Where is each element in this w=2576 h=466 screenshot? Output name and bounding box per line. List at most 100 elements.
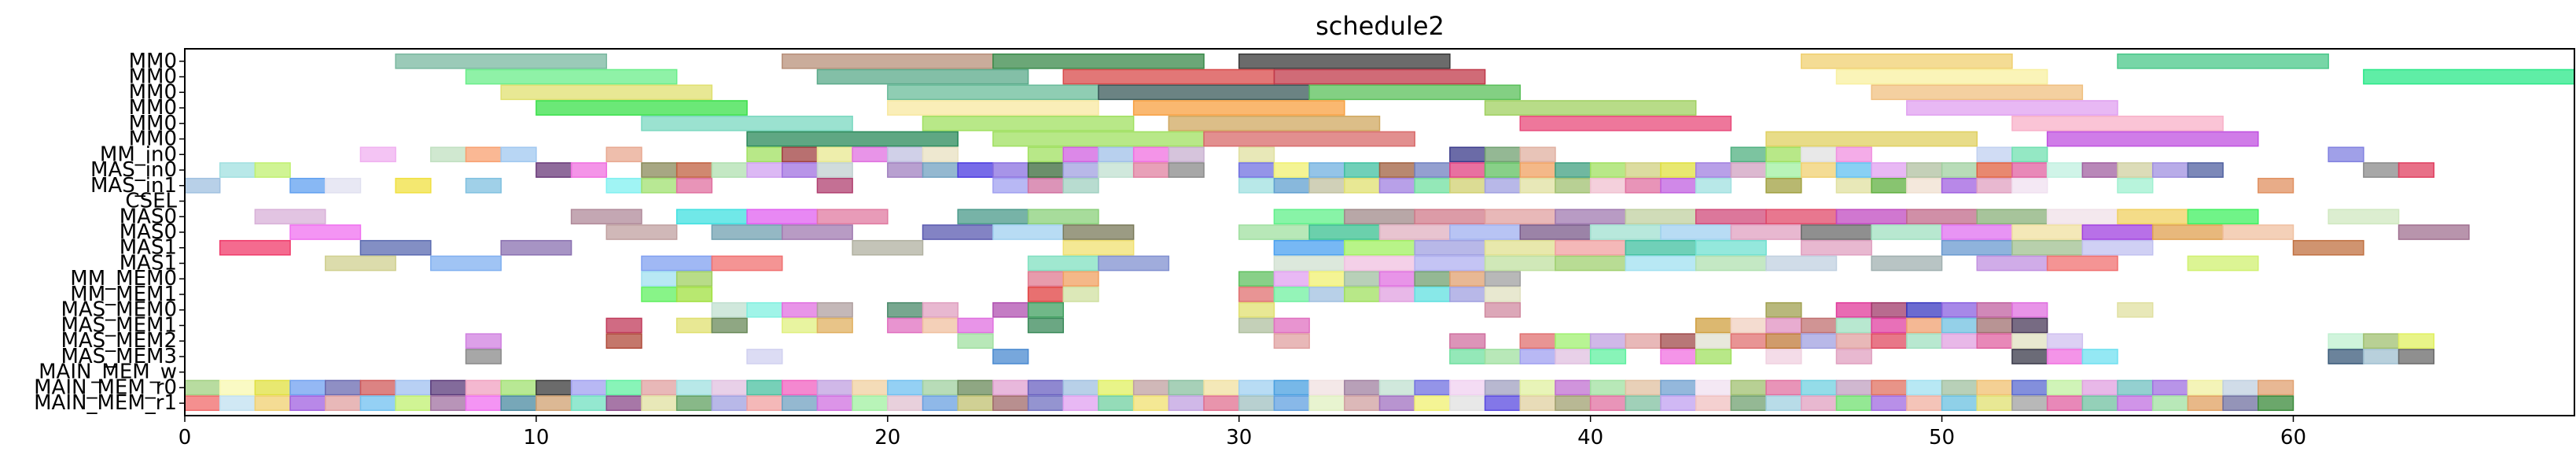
task-bar	[887, 317, 924, 334]
task-bar	[1589, 333, 1627, 350]
task-bar	[1027, 271, 1065, 287]
task-bar	[1730, 395, 1767, 412]
task-bar	[1484, 301, 1522, 318]
task-bar	[1273, 177, 1310, 194]
task-bar	[1449, 224, 1522, 240]
task-bar	[992, 395, 1029, 412]
task-bar	[887, 84, 1099, 101]
task-bar	[1519, 177, 1556, 194]
task-bar	[957, 379, 994, 396]
task-bar	[1730, 379, 1767, 396]
task-bar	[1976, 379, 2013, 396]
task-bar	[1906, 317, 1943, 334]
task-bar	[1941, 395, 1978, 412]
task-bar	[816, 379, 853, 396]
task-bar	[2117, 395, 2154, 412]
task-bar	[957, 317, 994, 334]
task-bar	[2187, 395, 2224, 412]
task-bar	[1062, 271, 1099, 287]
task-bar	[1062, 379, 1099, 396]
x-tick-label: 50	[1929, 426, 1955, 449]
task-bar	[2363, 162, 2400, 178]
task-bar	[2117, 177, 2154, 194]
task-bar	[2363, 333, 2400, 350]
task-bar	[2187, 209, 2259, 225]
task-bar	[1414, 177, 1451, 194]
task-bar	[1414, 379, 1451, 396]
task-bar	[992, 301, 1029, 318]
task-bar	[1555, 379, 1592, 396]
y-tick-label: MAS_in1	[90, 174, 177, 198]
task-bar	[2398, 224, 2470, 240]
task-bar	[1484, 239, 1556, 256]
task-bar	[1589, 395, 1627, 412]
task-bar	[1238, 177, 1275, 194]
task-bar	[1660, 349, 1697, 364]
task-bar	[1344, 209, 1415, 225]
task-bar	[2081, 239, 2154, 256]
task-bar	[1765, 177, 1802, 194]
task-bar	[1906, 162, 1943, 178]
task-bar	[1449, 162, 1486, 178]
task-bar	[1625, 177, 1662, 194]
task-bar	[675, 177, 713, 194]
task-bar	[1414, 255, 1486, 272]
task-bar	[1484, 287, 1522, 302]
task-bar	[1625, 162, 1662, 178]
task-bar	[1660, 162, 1697, 178]
task-bar	[1062, 287, 1099, 302]
task-bar	[922, 162, 959, 178]
task-bar	[1414, 209, 1486, 225]
y-tick-label: MAS1	[120, 251, 177, 275]
task-bar	[1308, 287, 1345, 302]
task-bar	[1027, 301, 1065, 318]
task-bar	[1062, 395, 1099, 412]
task-bar	[2363, 349, 2400, 364]
task-bar	[992, 162, 1029, 178]
task-bar	[1449, 287, 1486, 302]
task-bar	[1871, 224, 1943, 240]
task-bar	[1660, 379, 1697, 396]
task-bar	[1062, 177, 1099, 194]
task-bar	[1660, 333, 1697, 350]
task-bar	[992, 177, 1029, 194]
task-bar	[1449, 379, 1486, 396]
task-bar	[1801, 162, 1838, 178]
task-bar	[2398, 333, 2434, 350]
y-tick-label: MAS0	[120, 205, 177, 228]
task-bar	[500, 379, 537, 396]
task-bar	[641, 379, 678, 396]
task-bar	[1027, 209, 1099, 225]
task-bar	[782, 162, 819, 178]
task-bar	[325, 177, 362, 194]
task-bar	[1835, 162, 1872, 178]
task-bar	[1589, 224, 1662, 240]
task-bar	[1625, 395, 1662, 412]
task-bar	[957, 395, 994, 412]
task-bar	[2046, 131, 2259, 147]
task-bar	[219, 239, 291, 256]
task-bar	[711, 379, 748, 396]
task-bar	[1730, 224, 1802, 240]
task-bar	[2398, 349, 2434, 364]
task-bar	[465, 146, 502, 163]
task-bar	[1062, 68, 1275, 85]
task-bar	[430, 395, 467, 412]
task-bar	[782, 395, 819, 412]
task-bar	[2011, 317, 2048, 334]
task-bar	[1519, 115, 1732, 131]
task-bar	[1871, 162, 1908, 178]
task-bar	[1273, 379, 1310, 396]
x-tick-label: 20	[874, 426, 900, 449]
task-bar	[1378, 224, 1451, 240]
task-bar	[746, 379, 783, 396]
task-bar	[1519, 146, 1556, 163]
task-bar	[1308, 84, 1522, 101]
task-bar	[1906, 395, 1943, 412]
task-bar	[782, 317, 819, 334]
task-bar	[641, 177, 678, 194]
task-bar	[1273, 239, 1345, 256]
task-bar	[465, 333, 502, 350]
task-bar	[1308, 224, 1381, 240]
